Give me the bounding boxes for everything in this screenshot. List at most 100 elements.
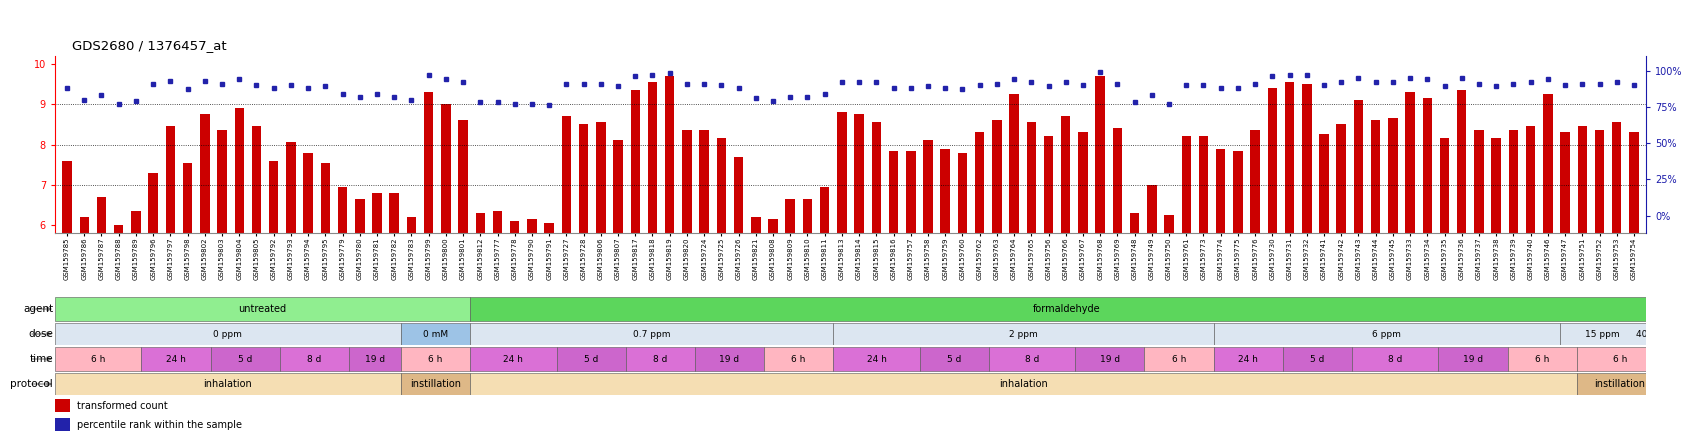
- Bar: [354, 199, 365, 233]
- Text: 24 h: 24 h: [503, 354, 523, 364]
- Text: time: time: [29, 354, 52, 364]
- Bar: [1560, 323, 1646, 345]
- Text: 5 d: 5 d: [947, 354, 962, 364]
- Bar: [469, 323, 834, 345]
- Bar: [1543, 94, 1553, 233]
- Bar: [1595, 131, 1604, 233]
- Bar: [923, 140, 933, 233]
- Bar: [165, 127, 176, 233]
- Bar: [1026, 123, 1036, 233]
- Text: 400 mM: 400 mM: [1636, 329, 1673, 338]
- Bar: [527, 219, 537, 233]
- Text: 19 d: 19 d: [1101, 354, 1119, 364]
- Text: protocol: protocol: [10, 379, 52, 389]
- Bar: [1129, 213, 1139, 233]
- Bar: [1165, 215, 1173, 233]
- Bar: [1096, 76, 1106, 233]
- Bar: [469, 297, 1663, 321]
- Text: 0 mM: 0 mM: [424, 329, 447, 338]
- Text: inhalation: inhalation: [999, 379, 1048, 389]
- Bar: [56, 323, 400, 345]
- Text: agent: agent: [24, 304, 52, 314]
- Bar: [626, 346, 695, 372]
- Bar: [596, 123, 606, 233]
- Bar: [579, 124, 589, 233]
- Bar: [459, 120, 468, 233]
- Bar: [390, 193, 398, 233]
- Bar: [717, 139, 726, 233]
- Bar: [871, 123, 881, 233]
- Bar: [976, 132, 984, 233]
- Text: GDS2680 / 1376457_at: GDS2680 / 1376457_at: [73, 40, 226, 52]
- Bar: [699, 131, 709, 233]
- Text: 15 ppm: 15 ppm: [1585, 329, 1620, 338]
- Bar: [1148, 185, 1156, 233]
- Text: 8 d: 8 d: [1388, 354, 1403, 364]
- Bar: [837, 112, 847, 233]
- Bar: [1285, 82, 1295, 233]
- Bar: [424, 92, 434, 233]
- Bar: [768, 219, 778, 233]
- Bar: [1009, 94, 1020, 233]
- Text: transformed count: transformed count: [78, 400, 169, 411]
- Bar: [1301, 84, 1312, 233]
- Bar: [115, 225, 123, 233]
- Bar: [920, 346, 989, 372]
- Text: 6 h: 6 h: [429, 354, 442, 364]
- Bar: [834, 323, 1214, 345]
- Bar: [785, 199, 795, 233]
- Bar: [201, 114, 209, 233]
- Bar: [1144, 346, 1214, 372]
- Bar: [252, 127, 262, 233]
- Bar: [1612, 123, 1622, 233]
- Text: 6 h: 6 h: [792, 354, 805, 364]
- Bar: [613, 140, 623, 233]
- Bar: [957, 153, 967, 233]
- Bar: [854, 114, 864, 233]
- Bar: [1406, 92, 1415, 233]
- Text: 6 h: 6 h: [1171, 354, 1187, 364]
- Text: inhalation: inhalation: [204, 379, 252, 389]
- Bar: [1182, 136, 1192, 233]
- Bar: [1043, 136, 1053, 233]
- Bar: [1354, 100, 1364, 233]
- Bar: [338, 187, 348, 233]
- Bar: [648, 82, 657, 233]
- Text: formaldehyde: formaldehyde: [1033, 304, 1101, 314]
- Text: 5 d: 5 d: [584, 354, 598, 364]
- Bar: [695, 346, 765, 372]
- Text: 6 h: 6 h: [91, 354, 105, 364]
- Text: dose: dose: [29, 329, 52, 339]
- Bar: [940, 149, 950, 233]
- Text: percentile rank within the sample: percentile rank within the sample: [78, 420, 243, 429]
- Bar: [765, 346, 834, 372]
- Text: 6 h: 6 h: [1612, 354, 1627, 364]
- Bar: [510, 221, 520, 233]
- Bar: [56, 346, 142, 372]
- Bar: [56, 297, 469, 321]
- Bar: [1320, 135, 1328, 233]
- Bar: [182, 163, 192, 233]
- Bar: [476, 213, 484, 233]
- Bar: [142, 346, 211, 372]
- Text: 0.7 ppm: 0.7 ppm: [633, 329, 670, 338]
- Bar: [268, 161, 279, 233]
- Bar: [1112, 128, 1123, 233]
- Text: 19 d: 19 d: [1463, 354, 1484, 364]
- Text: 6 ppm: 6 ppm: [1372, 329, 1401, 338]
- Bar: [1526, 127, 1536, 233]
- Bar: [400, 373, 469, 395]
- Bar: [441, 104, 451, 233]
- Text: 24 h: 24 h: [866, 354, 886, 364]
- Bar: [218, 131, 226, 233]
- Bar: [1075, 346, 1144, 372]
- Bar: [1352, 346, 1438, 372]
- Bar: [211, 346, 280, 372]
- Bar: [469, 346, 557, 372]
- Bar: [1251, 131, 1259, 233]
- Bar: [1507, 346, 1577, 372]
- Text: 0 ppm: 0 ppm: [213, 329, 243, 338]
- Bar: [989, 346, 1075, 372]
- Bar: [56, 373, 400, 395]
- Bar: [400, 323, 469, 345]
